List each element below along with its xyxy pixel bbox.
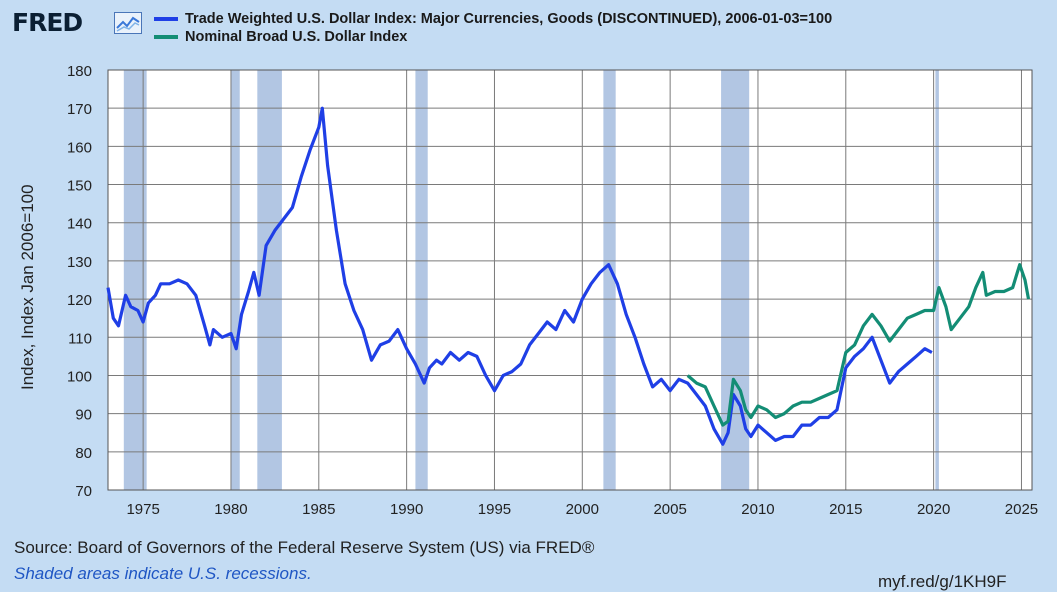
chart-header: FRED Trade Weighted U.S. Dollar Index: M…: [12, 6, 1052, 50]
source-note: Source: Board of Governors of the Federa…: [14, 538, 595, 557]
y-tick-label: 130: [67, 254, 92, 271]
series-line-1: [686, 263, 1031, 427]
y-tick-label: 110: [68, 330, 92, 347]
recession-band: [230, 70, 240, 490]
fred-logo[interactable]: FRED: [12, 8, 83, 37]
y-tick-label: 90: [75, 407, 92, 424]
y-tick-label: 80: [75, 445, 92, 462]
x-tick-label: 1980: [214, 501, 247, 518]
legend-label: Trade Weighted U.S. Dollar Index: Major …: [185, 11, 833, 27]
recession-band: [123, 70, 147, 490]
line-chart[interactable]: 70 80 90 100 110 120 130 140 150 160 170 180 1975 198…: [0, 0, 1057, 530]
x-tick-label: 1990: [390, 501, 423, 518]
x-tick-label: 2000: [566, 501, 599, 518]
y-tick-label: 170: [67, 101, 92, 118]
x-tick-label: 2015: [829, 501, 862, 518]
legend-item-major-currencies[interactable]: Trade Weighted U.S. Dollar Index: Major …: [154, 10, 832, 28]
recession-band: [603, 70, 616, 490]
y-tick-label: 140: [67, 216, 92, 233]
short-link[interactable]: myf.red/g/1KH9F: [878, 572, 1007, 591]
recession-band: [935, 70, 939, 490]
x-tick-label: 1975: [126, 501, 159, 518]
legend-item-broad-index[interactable]: Nominal Broad U.S. Dollar Index: [154, 28, 832, 46]
y-tick-label: 70: [75, 483, 92, 500]
chart-trend-icon[interactable]: [114, 12, 142, 34]
x-tick-label: 2005: [653, 501, 686, 518]
x-tick-label: 2020: [917, 501, 950, 518]
x-tick-label: 2010: [741, 501, 774, 518]
recession-band: [415, 70, 428, 490]
plot-area: [108, 70, 1032, 490]
series-line-0: [106, 106, 933, 446]
recession-note[interactable]: Shaded areas indicate U.S. recessions.: [14, 564, 312, 583]
chart-legend: Trade Weighted U.S. Dollar Index: Major …: [154, 10, 832, 46]
legend-swatch-green: [154, 35, 178, 39]
y-tick-label: 160: [67, 139, 92, 156]
y-tick-label: 180: [67, 63, 92, 80]
y-tick-label: 100: [67, 368, 92, 385]
y-tick-label: 150: [67, 178, 92, 195]
legend-swatch-blue: [154, 17, 178, 21]
x-tick-label: 1985: [302, 501, 335, 518]
x-tick-label: 2025: [1005, 501, 1038, 518]
legend-label: Nominal Broad U.S. Dollar Index: [185, 29, 408, 45]
y-tick-label: 120: [67, 292, 92, 309]
plot-border: [107, 69, 1033, 491]
x-tick-label: 1995: [478, 501, 511, 518]
